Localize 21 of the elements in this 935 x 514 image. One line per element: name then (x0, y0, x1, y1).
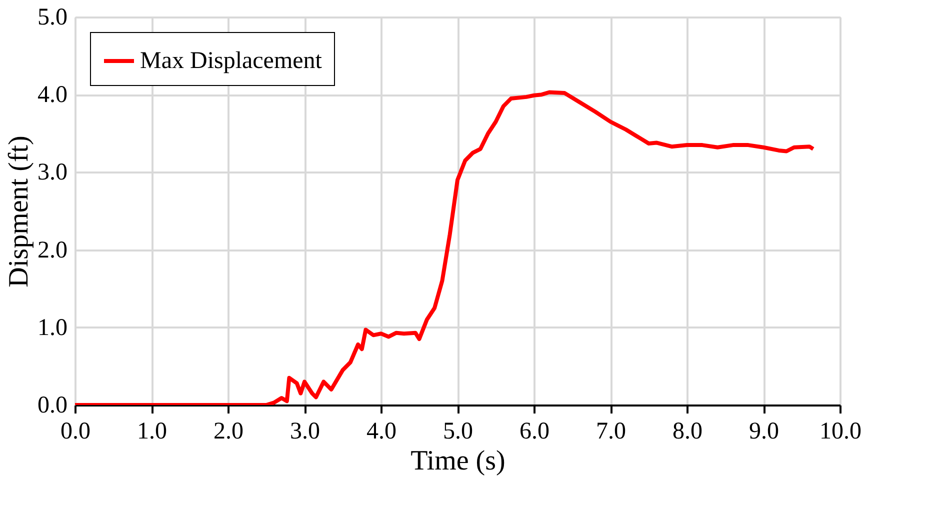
x-tick-label: 8.0 (672, 418, 702, 444)
x-axis-title: Time (s) (410, 446, 506, 476)
x-tick-label: 10.0 (820, 418, 862, 444)
y-tick-label: 1.0 (38, 314, 68, 341)
y-tick-label: 5.0 (38, 4, 68, 30)
line-series (75, 90, 816, 405)
y-tick-label: 3.0 (38, 160, 68, 186)
x-tick-label: 9.0 (749, 418, 779, 444)
x-tick-label: 1.0 (137, 418, 167, 444)
x-tick-label: 7.0 (596, 418, 626, 444)
legend-label: Max Displacement (140, 48, 322, 74)
y-tick-label: 0.0 (38, 392, 68, 418)
y-tick-label: 4.0 (38, 82, 68, 108)
y-tick-label: 2.0 (38, 237, 68, 264)
x-tick-label: 2.0 (214, 418, 244, 444)
x-tick-label: 5.0 (443, 418, 473, 444)
x-tick-label: 6.0 (520, 418, 550, 444)
x-tick-label: 0.0 (60, 418, 90, 444)
x-tick-label: 4.0 (366, 418, 396, 444)
y-axis-title: Dispment (ft) (4, 136, 34, 288)
x-tick-label: 3.0 (290, 418, 320, 444)
